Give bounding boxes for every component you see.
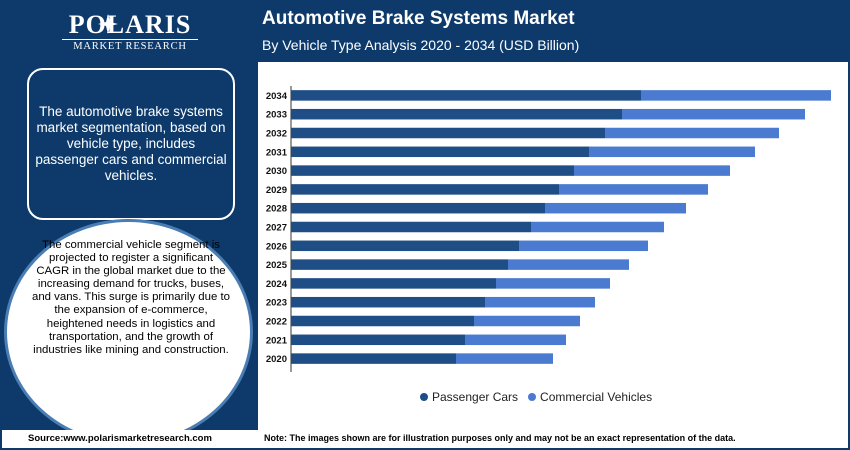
y-tick-label: 2026 — [266, 241, 287, 252]
header-band — [258, 2, 848, 62]
disclaimer-note: Note: The images shown are for illustrat… — [264, 433, 736, 443]
bar-passenger-cars — [291, 240, 519, 252]
chart-legend: Passenger Cars Commercial Vehicles — [420, 390, 652, 404]
bar-commercial-vehicles — [456, 353, 553, 364]
bar-passenger-cars — [291, 202, 545, 214]
intro-box: The automotive brake systems market segm… — [27, 68, 235, 220]
bar-passenger-cars — [291, 165, 574, 176]
bar-passenger-cars — [291, 296, 485, 308]
intro-text: The automotive brake systems market segm… — [35, 104, 227, 183]
y-tick-label: 2022 — [266, 317, 287, 328]
bar-commercial-vehicles — [641, 90, 831, 101]
y-tick-label: 2034 — [266, 91, 288, 102]
stacked-bar-chart: 2034 2033 2032 2031 2030 2029 2028 2027 2026 2025… — [266, 86, 831, 372]
chart-subtitle: By Vehicle Type Analysis 2020 - 2034 (US… — [262, 37, 580, 53]
highlight-text: The commercial vehicle segment is projec… — [32, 239, 230, 356]
bar-commercial-vehicles — [465, 334, 566, 346]
bar-commercial-vehicles — [589, 146, 755, 158]
y-tick-label: 2020 — [266, 354, 287, 365]
bar-passenger-cars — [291, 353, 456, 364]
compass-star-icon — [98, 14, 118, 34]
y-tick-label: 2031 — [266, 147, 288, 158]
bar-commercial-vehicles — [574, 165, 730, 176]
bar-passenger-cars — [291, 315, 474, 327]
brand-logo-name: POLARIS — [68, 10, 192, 39]
bar-passenger-cars — [291, 184, 559, 195]
y-tick-label: 2025 — [266, 260, 288, 271]
bar-passenger-cars — [291, 278, 496, 289]
footer: Source:www.polarismarketresearch.com Not… — [2, 430, 848, 448]
highlight-circle — [4, 219, 253, 430]
y-tick-label: 2033 — [266, 110, 287, 121]
legend-label-passenger-cars: Passenger Cars — [432, 390, 519, 404]
bar-commercial-vehicles — [531, 221, 664, 233]
bar-commercial-vehicles — [496, 278, 610, 289]
legend-swatch-commercial-vehicles — [528, 393, 537, 401]
bar-passenger-cars — [291, 221, 531, 233]
y-tick-label: 2029 — [266, 185, 287, 196]
bar-passenger-cars — [291, 334, 465, 346]
bar-commercial-vehicles — [545, 202, 686, 214]
bar-commercial-vehicles — [474, 315, 580, 327]
bar-passenger-cars — [291, 108, 622, 120]
y-tick-label: 2021 — [266, 335, 288, 346]
legend-label-commercial-vehicles: Commercial Vehicles — [540, 390, 653, 404]
legend-item-commercial-vehicles: Commercial Vehicles — [528, 390, 652, 404]
brand-logo-tagline: MARKET RESEARCH — [73, 41, 187, 52]
bar-commercial-vehicles — [559, 184, 708, 195]
logo-divider — [62, 39, 198, 40]
y-tick-label: 2030 — [266, 166, 287, 177]
bar-commercial-vehicles — [605, 127, 779, 139]
bar-passenger-cars — [291, 146, 589, 158]
y-tick-label: 2028 — [266, 204, 287, 215]
bar-commercial-vehicles — [519, 240, 648, 252]
bar-passenger-cars — [291, 127, 605, 139]
y-tick-label: 2023 — [266, 298, 287, 309]
bar-commercial-vehicles — [622, 108, 805, 120]
legend-swatch-passenger-cars — [420, 393, 428, 401]
bar-passenger-cars — [291, 259, 508, 270]
left-panel: POLARIS MARKET RESEARCH The automotive b… — [2, 2, 258, 430]
legend-item-passenger-cars: Passenger Cars — [420, 390, 518, 404]
bar-commercial-vehicles — [508, 259, 629, 270]
y-tick-label: 2024 — [266, 279, 288, 290]
source-credit: Source:www.polarismarketresearch.com — [28, 433, 212, 444]
bar-passenger-cars — [291, 90, 641, 101]
bar-commercial-vehicles — [485, 296, 595, 308]
y-tick-label: 2027 — [266, 223, 287, 234]
chart-title: Automotive Brake Systems Market — [262, 8, 575, 29]
y-tick-label: 2032 — [266, 129, 287, 140]
